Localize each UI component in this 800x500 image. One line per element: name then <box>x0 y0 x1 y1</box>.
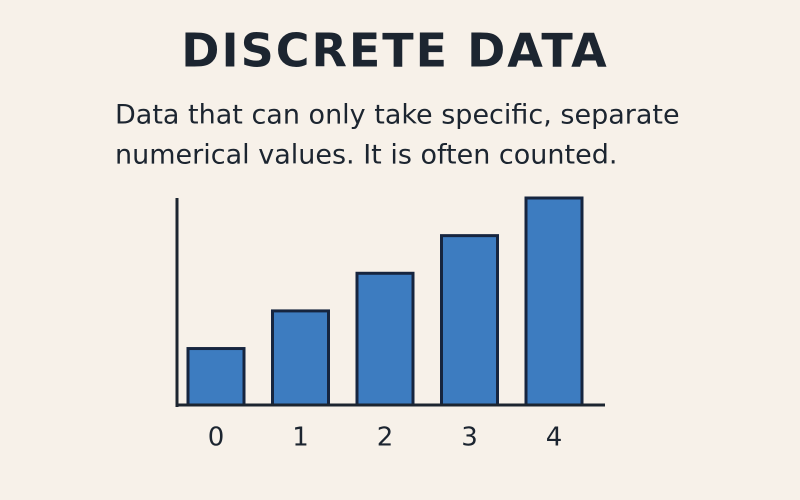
bar <box>355 271 415 407</box>
x-tick-label: 0 <box>208 423 225 453</box>
chart-subtitle: numerical values. It is often counted. <box>115 140 617 171</box>
x-tick-label: 2 <box>377 423 394 453</box>
chart-subtitle: Data that can only take specific, separa… <box>115 100 680 131</box>
bar <box>524 196 584 407</box>
bar <box>440 234 499 407</box>
x-tick-label: 4 <box>546 423 563 453</box>
x-tick-label: 1 <box>292 423 309 453</box>
chart-title: DISCRETE DATA <box>181 24 608 78</box>
x-tick-label: 3 <box>461 423 478 453</box>
bar <box>186 347 246 407</box>
bar <box>271 309 330 407</box>
